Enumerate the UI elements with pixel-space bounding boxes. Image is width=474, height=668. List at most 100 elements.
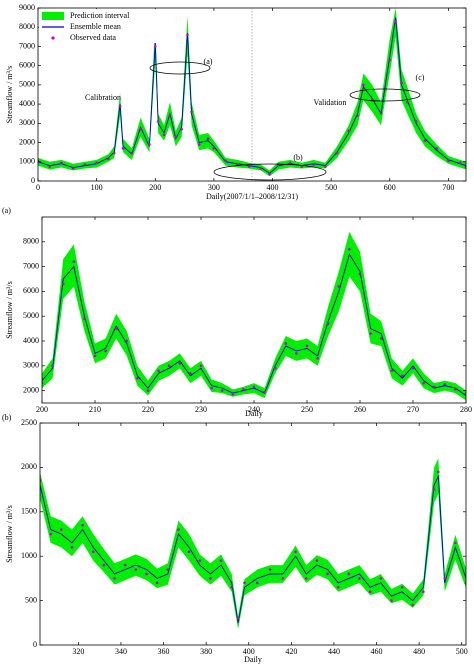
observed-point [114, 327, 118, 330]
y-tick-label: 6000 [19, 60, 35, 69]
annotation-ellipse [349, 88, 421, 102]
observed-point [206, 137, 210, 141]
y-tick-label: 3000 [19, 118, 35, 127]
x-tick-label: 250 [301, 405, 313, 414]
x-tick-label: 460 [371, 647, 383, 656]
prediction-interval [40, 458, 466, 630]
x-tick-label: 500 [456, 647, 468, 656]
x-tick-label: 210 [89, 405, 101, 414]
legend-label: Observed data [70, 33, 116, 42]
plot-area [42, 231, 466, 401]
observed-point [362, 83, 365, 87]
observed-point [326, 322, 330, 325]
observed-point [168, 114, 172, 117]
observed-point [236, 617, 240, 620]
observed-point [210, 386, 213, 390]
observed-point [167, 364, 171, 368]
observed-point [259, 167, 263, 170]
observed-point [148, 143, 151, 146]
x-tick-label: 480 [413, 647, 425, 656]
observed-point [316, 357, 319, 360]
observed-point [112, 151, 116, 155]
observed-point [443, 383, 447, 386]
observed-point [347, 129, 351, 133]
observed-point [268, 172, 271, 176]
x-tick-label: 220 [142, 405, 154, 414]
observed-point [224, 159, 227, 163]
observed-point [177, 528, 180, 531]
observed-point [166, 568, 170, 571]
observed-point [400, 81, 403, 85]
y-tick-label: 5000 [19, 80, 35, 89]
observed-point [189, 371, 192, 375]
x-tick-label: 200 [36, 405, 48, 414]
observed-point [422, 590, 425, 594]
observed-point [263, 390, 266, 394]
observed-point [243, 581, 246, 585]
observed-point [435, 147, 438, 150]
x-tick-label: 0 [36, 183, 40, 192]
x-tick-label: 440 [328, 647, 340, 656]
observed-point [83, 163, 87, 166]
y-tick-label: 4000 [23, 336, 39, 345]
observed-point [49, 532, 52, 536]
observed-point [458, 161, 462, 165]
y-tick-label: 7000 [19, 41, 35, 50]
observed-point [337, 285, 341, 288]
observed-point [123, 563, 127, 567]
observed-point [447, 159, 450, 163]
y-tick-label: 9000 [19, 3, 35, 12]
x-tick-label: 300 [208, 183, 220, 192]
observed-point [118, 104, 122, 108]
x-tick-label: 420 [285, 647, 297, 656]
observed-point [305, 344, 309, 348]
observed-point [348, 247, 351, 251]
annotation: Calibration [85, 93, 121, 102]
legend-swatch [42, 12, 64, 20]
observed-point [70, 546, 74, 549]
y-tick-label: 3000 [23, 361, 39, 370]
observed-point [379, 577, 383, 580]
observed-point [231, 393, 235, 396]
y-axis-label: Streamflow / m³/s [5, 505, 14, 563]
observed-point [379, 337, 383, 340]
observed-point [187, 550, 191, 554]
annotation-ellipse [213, 163, 327, 181]
observed-point [401, 374, 404, 378]
y-tick-label: 5000 [23, 311, 39, 320]
observed-point [61, 282, 65, 286]
y-tick-label: 4000 [19, 99, 35, 108]
observed-point [422, 381, 425, 385]
observed-point [411, 366, 415, 370]
y-tick-label: 1000 [21, 551, 37, 560]
observed-point [454, 541, 457, 545]
y-tick-label: 8000 [19, 22, 35, 31]
observed-point [180, 127, 183, 131]
observed-point [113, 577, 116, 580]
observed-point [93, 354, 97, 358]
y-tick-label: 7000 [23, 261, 39, 270]
x-tick-label: 100 [91, 183, 103, 192]
observed-point [60, 528, 63, 531]
observed-point [91, 550, 95, 554]
x-tick-label: 260 [354, 405, 366, 414]
x-tick-label: 320 [72, 647, 84, 656]
observed-point [335, 151, 339, 155]
annotation-ellipse [149, 61, 211, 75]
observed-point [190, 110, 193, 114]
observed-point [379, 110, 383, 114]
annotation: (b) [293, 153, 303, 162]
x-tick-label: 380 [200, 647, 212, 656]
observed-point [312, 163, 315, 166]
observed-point [71, 167, 75, 170]
x-axis-label: Daily(2007/1/1–2008/12/31) [206, 192, 298, 201]
observed-point [121, 147, 125, 150]
observed-point [212, 147, 216, 150]
observed-point [294, 550, 297, 554]
annotation: (c) [416, 73, 425, 82]
observed-point [454, 388, 457, 391]
observed-point [157, 369, 160, 373]
x-tick-label: 360 [158, 647, 170, 656]
x-tick-label: 400 [243, 647, 255, 656]
observed-point [153, 45, 157, 48]
